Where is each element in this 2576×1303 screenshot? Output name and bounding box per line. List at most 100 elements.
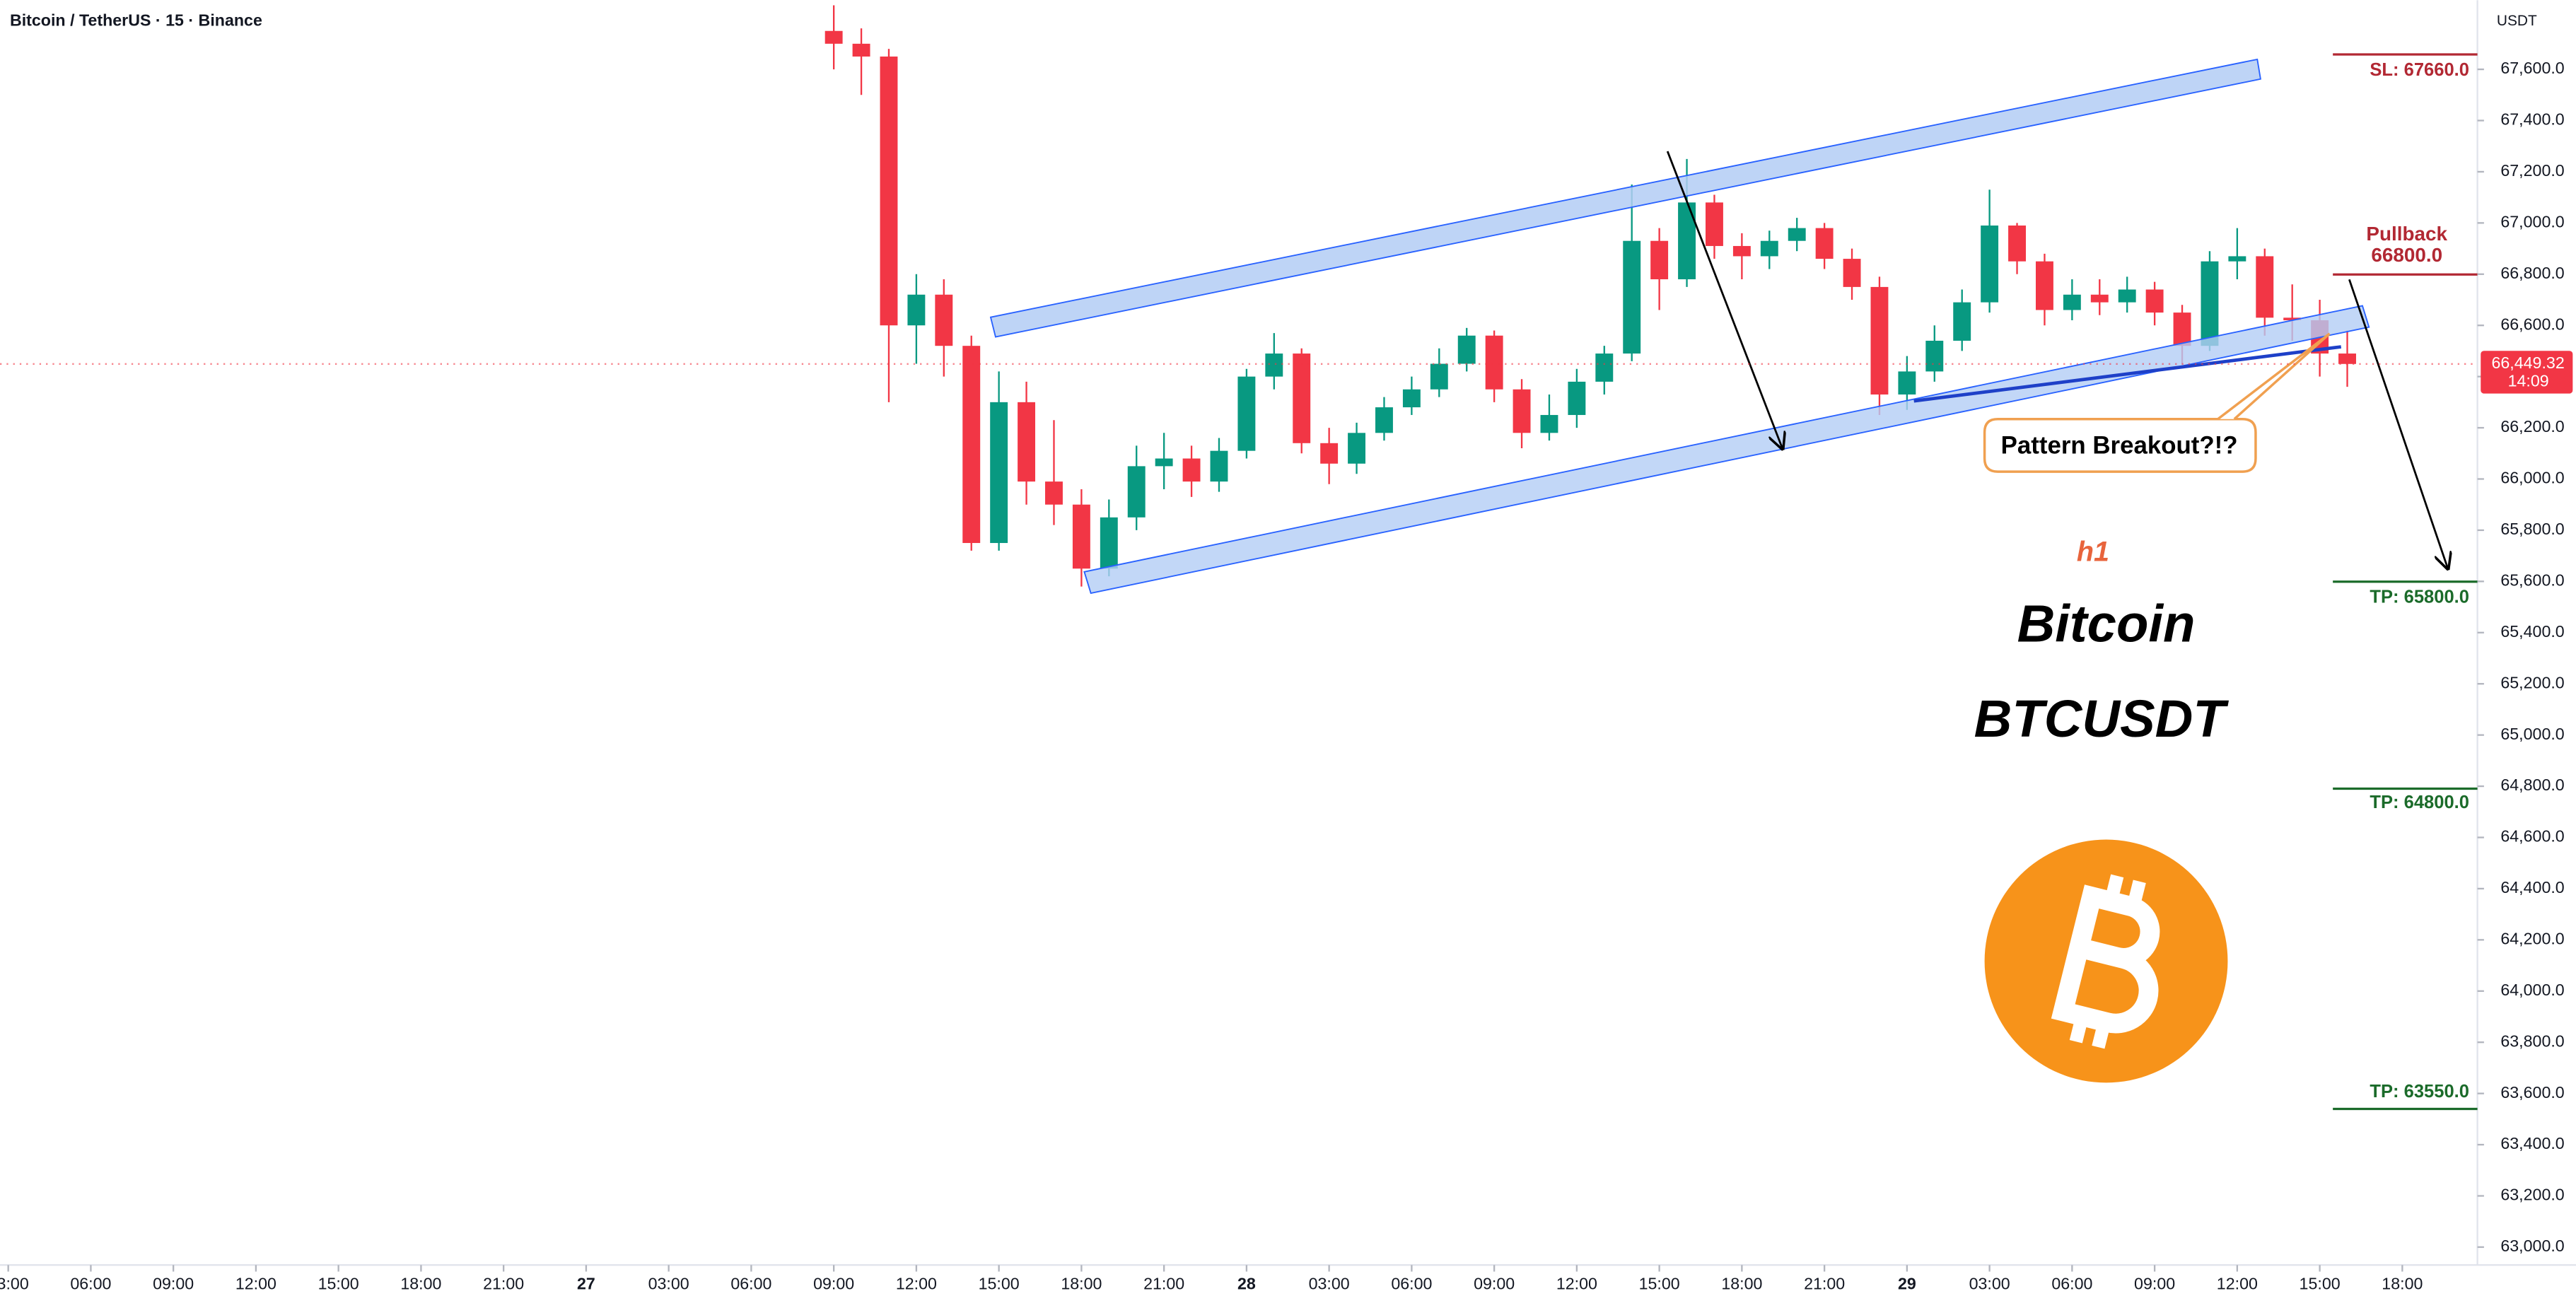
x-tick-label: 09:00	[813, 1274, 854, 1292]
candle-body	[2090, 294, 2109, 303]
y-tick-label: 63,400.0	[2500, 1134, 2564, 1152]
candle-body	[1402, 389, 1421, 408]
candle-body	[1981, 225, 1999, 303]
candle-body	[1182, 458, 1201, 482]
candle-body	[1650, 240, 1669, 280]
x-tick-label: 18:00	[1721, 1274, 1762, 1292]
candle-body	[1155, 458, 1173, 467]
candle-body	[1870, 286, 1889, 395]
candle-body	[1706, 202, 1723, 246]
take-profit-label: TP: 65800.0	[2370, 588, 2469, 607]
x-tick-label: 03:00	[1309, 1274, 1350, 1292]
x-tick-label: 27	[577, 1274, 595, 1292]
candle-body	[1953, 302, 1971, 341]
arrow	[1666, 151, 1783, 449]
candle-body	[2035, 261, 2053, 310]
candle-body	[880, 56, 898, 326]
x-tick-label: 18:00	[1061, 1274, 1102, 1292]
chart-title: Bitcoin / TetherUS · 15 · Binance	[10, 11, 262, 30]
timeframe: h1	[2077, 537, 2109, 568]
y-tick-label: 67,400.0	[2500, 110, 2564, 129]
x-tick-label: 06:00	[730, 1274, 771, 1292]
asset-name: Bitcoin	[2017, 594, 2196, 653]
candle-body	[1732, 245, 1751, 257]
arrow	[2348, 279, 2447, 568]
x-tick-label: 15:00	[2300, 1274, 2341, 1292]
x-tick-label: 09:00	[153, 1274, 194, 1292]
candle-body	[1623, 240, 1641, 354]
candle-body	[2256, 256, 2274, 318]
y-tick-label: 63,000.0	[2500, 1237, 2564, 1255]
candle-body	[2201, 261, 2219, 346]
pullback-title: Pullback	[2366, 223, 2447, 245]
last-price-badge	[2481, 351, 2573, 394]
x-tick-label: 12:00	[896, 1274, 937, 1292]
x-tick-label: 06:00	[1391, 1274, 1432, 1292]
candle-body	[2228, 256, 2246, 262]
x-tick-label: 29	[1898, 1274, 1916, 1292]
x-tick-label: 18:00	[2382, 1274, 2423, 1292]
stop-loss-label: SL: 67660.0	[2370, 60, 2469, 80]
callout-pointer	[2217, 332, 2331, 421]
x-tick-label: 12:00	[2217, 1274, 2258, 1292]
y-tick-label: 65,600.0	[2500, 571, 2564, 589]
y-tick-label: 65,000.0	[2500, 725, 2564, 743]
candle-body	[1375, 407, 1393, 433]
x-tick-label: 15:00	[1639, 1274, 1680, 1292]
candle-body	[2173, 312, 2191, 346]
candle-body	[990, 402, 1008, 544]
currency: USDT	[2497, 13, 2537, 29]
x-tick-label: 03:00	[1969, 1274, 2010, 1292]
bitcoin-logo-glyph	[2051, 874, 2160, 1049]
candle-body	[2118, 289, 2136, 303]
candles	[824, 5, 2356, 587]
upper-channel-band	[989, 58, 2261, 338]
x-tick-label: 21:00	[1143, 1274, 1184, 1292]
lower-channel-band	[1083, 305, 2370, 595]
candle-body	[2283, 317, 2302, 320]
candle-body	[1100, 517, 1118, 569]
candle-body	[1568, 381, 1586, 415]
x-tick-label: 12:00	[1556, 1274, 1597, 1292]
candle-body	[1485, 335, 1503, 390]
candle-body	[1788, 228, 1806, 241]
candle-body	[1210, 450, 1228, 482]
x-tick-label: 18:00	[400, 1274, 441, 1292]
candle-body	[1898, 371, 1916, 395]
y-tick-label: 64,000.0	[2500, 981, 2564, 999]
candle-body	[2145, 289, 2164, 313]
y-tick-label: 66,200.0	[2500, 417, 2564, 436]
candle-body	[962, 346, 981, 544]
x-tick-label: 09:00	[2134, 1274, 2175, 1292]
candle-body	[1595, 353, 1614, 382]
pullback-level: 66800.0	[2371, 244, 2442, 266]
symbol: BTCUSDT	[1974, 689, 2230, 748]
candle-body	[1925, 340, 1944, 372]
candle-body	[1293, 353, 1311, 443]
candle-body	[1540, 414, 1558, 433]
y-tick-label: 63,200.0	[2500, 1186, 2564, 1204]
candle-body	[907, 294, 926, 326]
candle-body	[2063, 294, 2081, 310]
last-price-label: 66,449.32	[2491, 353, 2564, 372]
candle-body	[1237, 376, 1256, 451]
candle-body	[935, 294, 953, 346]
candle-body	[1127, 466, 1146, 518]
y-tick-label: 67,000.0	[2500, 212, 2564, 230]
x-tick-label: 09:00	[1474, 1274, 1515, 1292]
x-tick-label: 12:00	[235, 1274, 276, 1292]
candle-body	[1018, 402, 1036, 482]
y-tick-label: 64,400.0	[2500, 878, 2564, 896]
x-tick-label: 21:00	[1804, 1274, 1845, 1292]
candle-body	[852, 43, 870, 57]
x-tick-label: 28	[1237, 1274, 1256, 1292]
callout-box	[1983, 418, 2257, 473]
callout-text: Pattern Breakout?!?	[2001, 431, 2238, 459]
candle-body	[1348, 433, 1366, 464]
y-tick-label: 66,600.0	[2500, 315, 2564, 333]
candle-body	[2008, 225, 2026, 262]
candle-body	[1815, 228, 1834, 259]
